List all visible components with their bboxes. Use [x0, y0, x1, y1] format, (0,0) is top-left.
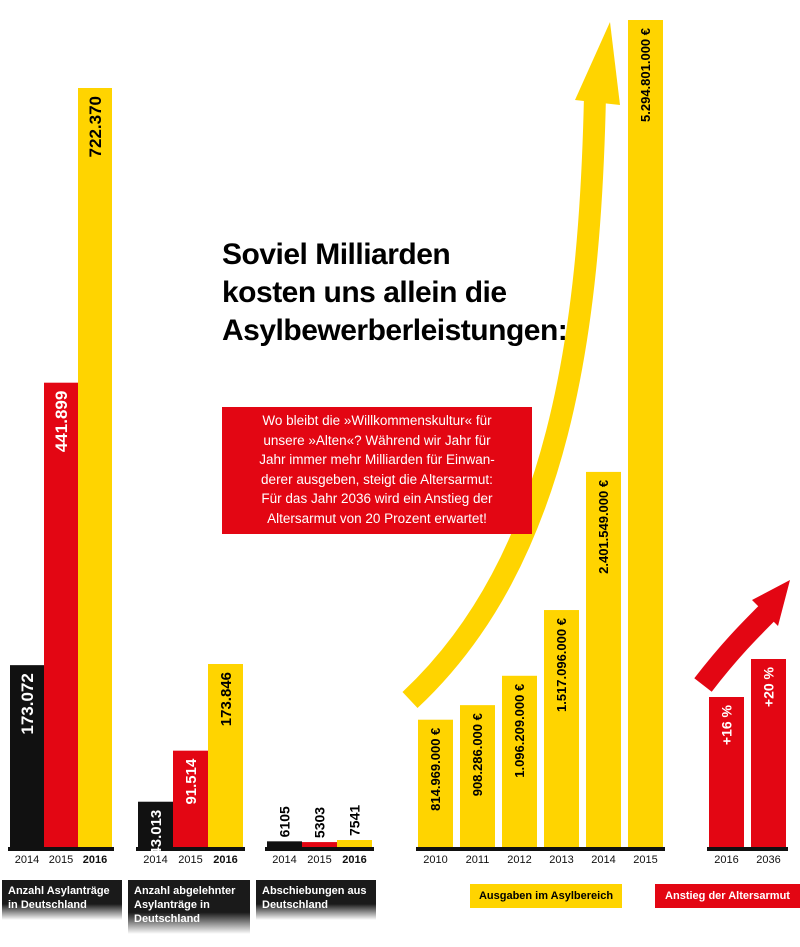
bar-3-2011 — [460, 705, 495, 847]
deportations-label: Abschiebungen aus Deutschland — [256, 880, 376, 920]
asylum-expenditure-label-text: Ausgaben im Asylbereich — [478, 890, 614, 902]
baseline-1 — [136, 847, 245, 851]
tick-label-3-2013: 2013 — [549, 854, 573, 866]
tick-label-0-2015: 2015 — [49, 854, 73, 866]
tick-label-0-2016: 2016 — [83, 854, 107, 866]
old-age-poverty-label-text: Anstieg der Altersarmut — [665, 890, 790, 902]
bar-3-2014 — [586, 471, 621, 847]
bar-3-2010 — [418, 719, 453, 847]
bar-3-2012 — [502, 675, 537, 847]
value-label-3-2014: 2.401.549.000 € — [596, 480, 611, 574]
asylum-applications-label-line-2: in Deutschland — [8, 899, 87, 911]
callout-line-1: Wo bleibt die »Willkommenskultur« für — [262, 413, 492, 428]
bar-0-2016 — [78, 88, 112, 847]
tick-label-1-2016: 2016 — [213, 854, 237, 866]
bar-1-2015 — [173, 750, 208, 847]
rejected-applications-label-line-3: Deutschland — [134, 913, 201, 925]
tick-label-4-2036: 2036 — [756, 854, 780, 866]
callout-box: Wo bleibt die »Willkommenskultur« für un… — [222, 407, 532, 534]
tick-label-2-2014: 2014 — [272, 854, 296, 866]
value-label-4-2036: +20 % — [761, 666, 777, 707]
old-age-poverty-label: Anstieg der Altersarmut — [655, 884, 800, 908]
callout-line-5: Für das Jahr 2036 wird ein Anstieg der — [261, 491, 493, 506]
bar-3-2015 — [628, 20, 663, 847]
tick-label-4-2016: 2016 — [714, 854, 738, 866]
red-trend-arrow — [694, 580, 790, 692]
bar-4-2036 — [751, 659, 786, 847]
tick-label-0-2014: 2014 — [15, 854, 39, 866]
value-label-3-2010: 814.969.000 € — [428, 728, 443, 811]
value-label-1-2014: 43.013 — [148, 810, 165, 856]
rejected-applications-label: Anzahl abgelehnter Asylanträge in Deutsc… — [128, 880, 250, 934]
value-label-4-2016: +16 % — [719, 704, 735, 745]
bar-0-2015 — [44, 382, 78, 847]
bar-2-2015 — [302, 842, 337, 847]
deportations-label-line-2: Deutschland — [262, 899, 329, 911]
bar-0-2014 — [10, 665, 44, 847]
bar-2-2014 — [267, 841, 302, 847]
value-label-3-2012: 1.096.209.000 € — [512, 684, 527, 778]
asylum-applications-label-line-1: Anzahl Asylanträge — [8, 885, 110, 897]
tick-label-3-2015: 2015 — [633, 854, 657, 866]
headline: Soviel Milliarden kosten uns allein die … — [222, 236, 642, 350]
tick-label-2-2015: 2015 — [307, 854, 331, 866]
callout-line-2: unsere »Alten«? Während wir Jahr für — [263, 432, 491, 448]
headline-line-3: Asylbewerberleistungen: — [222, 314, 568, 347]
rejected-applications-label-line-1: Anzahl abgelehnter — [134, 885, 236, 897]
value-label-0-2014: 173.072 — [18, 673, 37, 734]
callout-line-6: Altersarmut von 20 Prozent erwartet! — [267, 510, 487, 526]
baseline-0 — [8, 847, 114, 851]
callout-line-3: Jahr immer mehr Milliarden für Einwan- — [259, 452, 495, 467]
value-label-2-2016: 7541 — [347, 805, 363, 836]
asylum-applications-label: Anzahl Asylanträge in Deutschland — [2, 880, 122, 920]
rejected-applications-label-line-2: Asylanträge in — [134, 899, 210, 911]
baseline-2 — [265, 847, 374, 851]
headline-line-2: kosten uns allein die — [222, 276, 507, 309]
tick-label-3-2011: 2011 — [466, 854, 490, 866]
tick-label-3-2012: 2012 — [507, 854, 531, 866]
tick-label-1-2015: 2015 — [178, 854, 202, 866]
callout-line-4: derer ausgeben, steigt die Altersarmut: — [261, 471, 493, 487]
value-label-1-2016: 173.846 — [218, 672, 235, 726]
tick-label-1-2014: 2014 — [143, 854, 167, 866]
value-label-2-2015: 5303 — [312, 807, 328, 838]
bar-3-2013 — [544, 610, 579, 847]
baseline-3 — [416, 847, 665, 851]
value-label-1-2015: 91.514 — [183, 758, 200, 805]
bar-1-2014 — [138, 801, 173, 847]
bar-4-2016 — [709, 697, 744, 847]
value-label-3-2013: 1.517.096.000 € — [554, 618, 569, 712]
tick-label-3-2010: 2010 — [423, 854, 447, 866]
baseline-4 — [707, 847, 788, 851]
bar-2-2016 — [337, 840, 372, 847]
value-label-0-2015: 441.899 — [52, 391, 71, 452]
tick-label-2-2016: 2016 — [342, 854, 366, 866]
yellow-trend-arrow — [402, 22, 620, 709]
value-label-3-2015: 5.294.801.000 € — [638, 28, 653, 122]
deportations-label-line-1: Abschiebungen aus — [262, 885, 367, 897]
value-label-3-2011: 908.286.000 € — [470, 713, 485, 796]
tick-label-3-2014: 2014 — [591, 854, 615, 866]
value-label-0-2016: 722.370 — [86, 96, 105, 157]
asylum-expenditure-label: Ausgaben im Asylbereich — [470, 884, 622, 908]
value-label-2-2014: 6105 — [277, 806, 293, 837]
headline-line-1: Soviel Milliarden — [222, 238, 451, 271]
bar-1-2016 — [208, 664, 243, 847]
